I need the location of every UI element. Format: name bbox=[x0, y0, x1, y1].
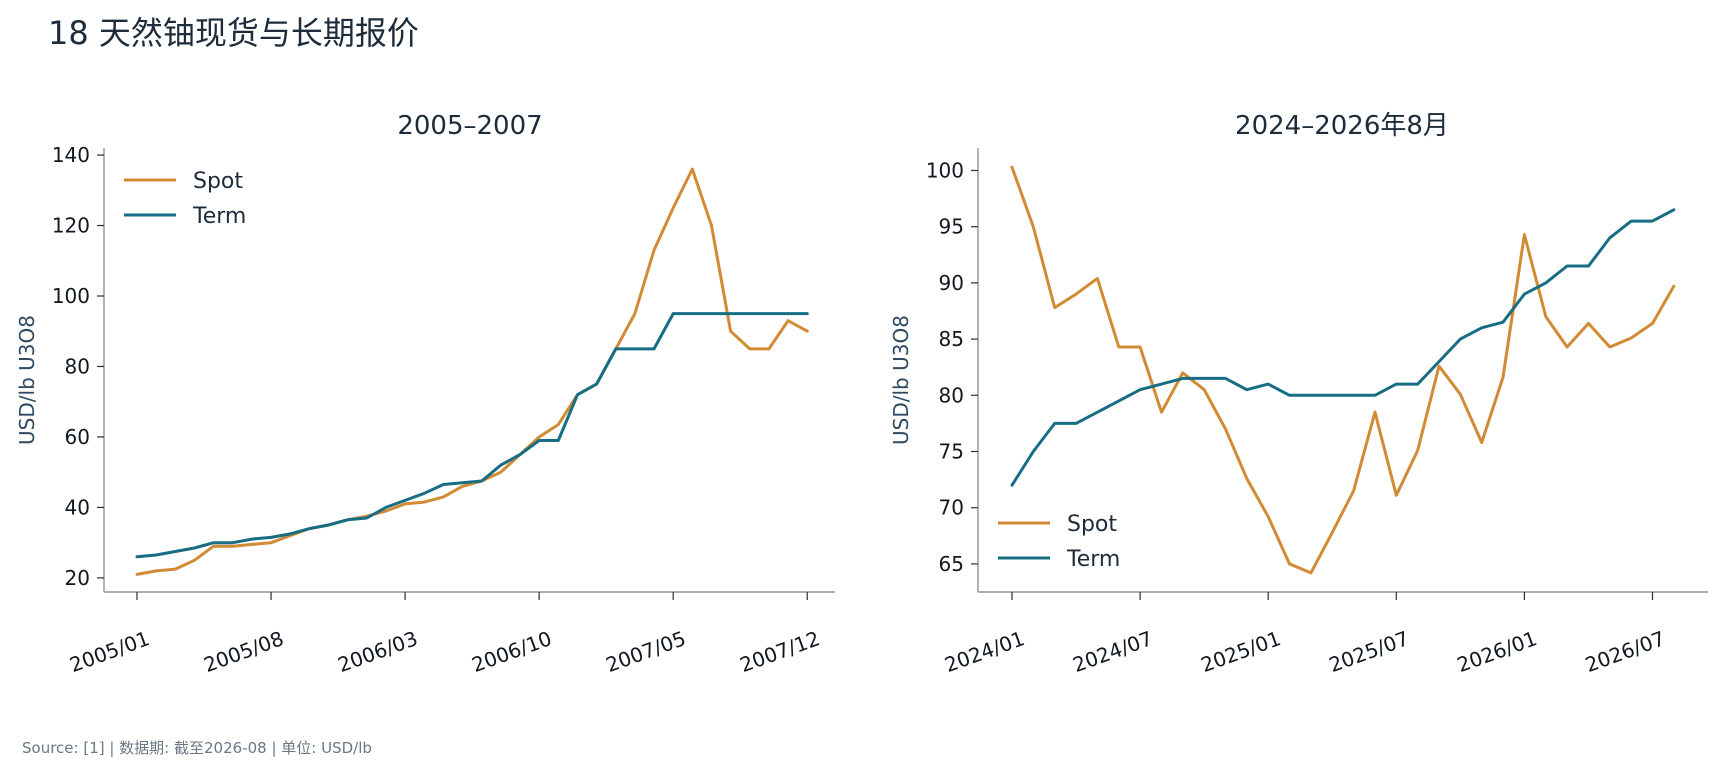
chart1-legend-term-label: Term bbox=[192, 204, 246, 229]
chart1-y-tick-label: 20 bbox=[65, 566, 90, 590]
chart2-x-tick-label: 2026/01 bbox=[1454, 626, 1540, 677]
chart2-y-axis-label: USD/lb U3O8 bbox=[889, 315, 913, 445]
chart1-y-tick-label: 140 bbox=[52, 143, 90, 167]
chart1-x-tick-label: 2007/12 bbox=[737, 626, 823, 677]
chart1-title: 2005–2007 bbox=[397, 111, 542, 141]
chart2-x-tick-label: 2024/07 bbox=[1070, 626, 1156, 677]
chart1-x-tick-label: 2005/01 bbox=[66, 626, 152, 677]
chart2-y-tick-label: 95 bbox=[939, 215, 964, 239]
chart2-x-tick-label: 2025/01 bbox=[1198, 626, 1284, 677]
chart1-x-tick-label: 2005/08 bbox=[200, 626, 286, 677]
chart1-y-tick-label: 100 bbox=[52, 284, 90, 308]
chart1-y-axis-label: USD/lb U3O8 bbox=[15, 315, 39, 445]
chart1-y-tick-label: 40 bbox=[65, 495, 90, 519]
chart1-y-tick-label: 60 bbox=[65, 425, 90, 449]
chart2-x-tick-label: 2025/07 bbox=[1326, 626, 1412, 677]
chart2-y-tick-label: 90 bbox=[939, 271, 964, 295]
chart1-legend-spot-label: Spot bbox=[193, 169, 243, 194]
chart2-legend-spot-label: Spot bbox=[1067, 512, 1117, 537]
page-title: 18 天然铀现货与长期报价 bbox=[48, 14, 419, 52]
chart2-y-tick-label: 85 bbox=[939, 327, 964, 351]
chart2-y-tick-label: 75 bbox=[939, 439, 964, 463]
chart1-series-term-line bbox=[135, 312, 809, 559]
chart2-series-term-line bbox=[1010, 208, 1676, 487]
chart2-legend-term-label: Term bbox=[1066, 547, 1120, 572]
chart2-title: 2024–2026年8月 bbox=[1235, 111, 1449, 141]
chart2-series-spot-line bbox=[1010, 165, 1676, 575]
chart1-y-tick-label: 80 bbox=[65, 354, 90, 378]
chart2-y-tick-label: 70 bbox=[939, 496, 964, 520]
chart2-x-tick-label: 2026/07 bbox=[1582, 626, 1668, 677]
chart2-y-tick-label: 100 bbox=[926, 158, 964, 182]
chart1-y-tick-label: 120 bbox=[52, 214, 90, 238]
chart2-x-tick-label: 2024/01 bbox=[941, 626, 1027, 677]
chart2-y-tick-label: 65 bbox=[939, 552, 964, 576]
chart1-x-tick-label: 2006/10 bbox=[469, 626, 555, 677]
chart2-y-tick-label: 80 bbox=[939, 383, 964, 407]
source-note: Source: [1] | 数据期: 截至2026-08 | 单位: USD/l… bbox=[22, 739, 372, 757]
chart1-x-tick-label: 2007/05 bbox=[603, 626, 689, 677]
chart1-x-tick-label: 2006/03 bbox=[335, 626, 421, 677]
chart1-series-spot-line bbox=[135, 167, 809, 576]
